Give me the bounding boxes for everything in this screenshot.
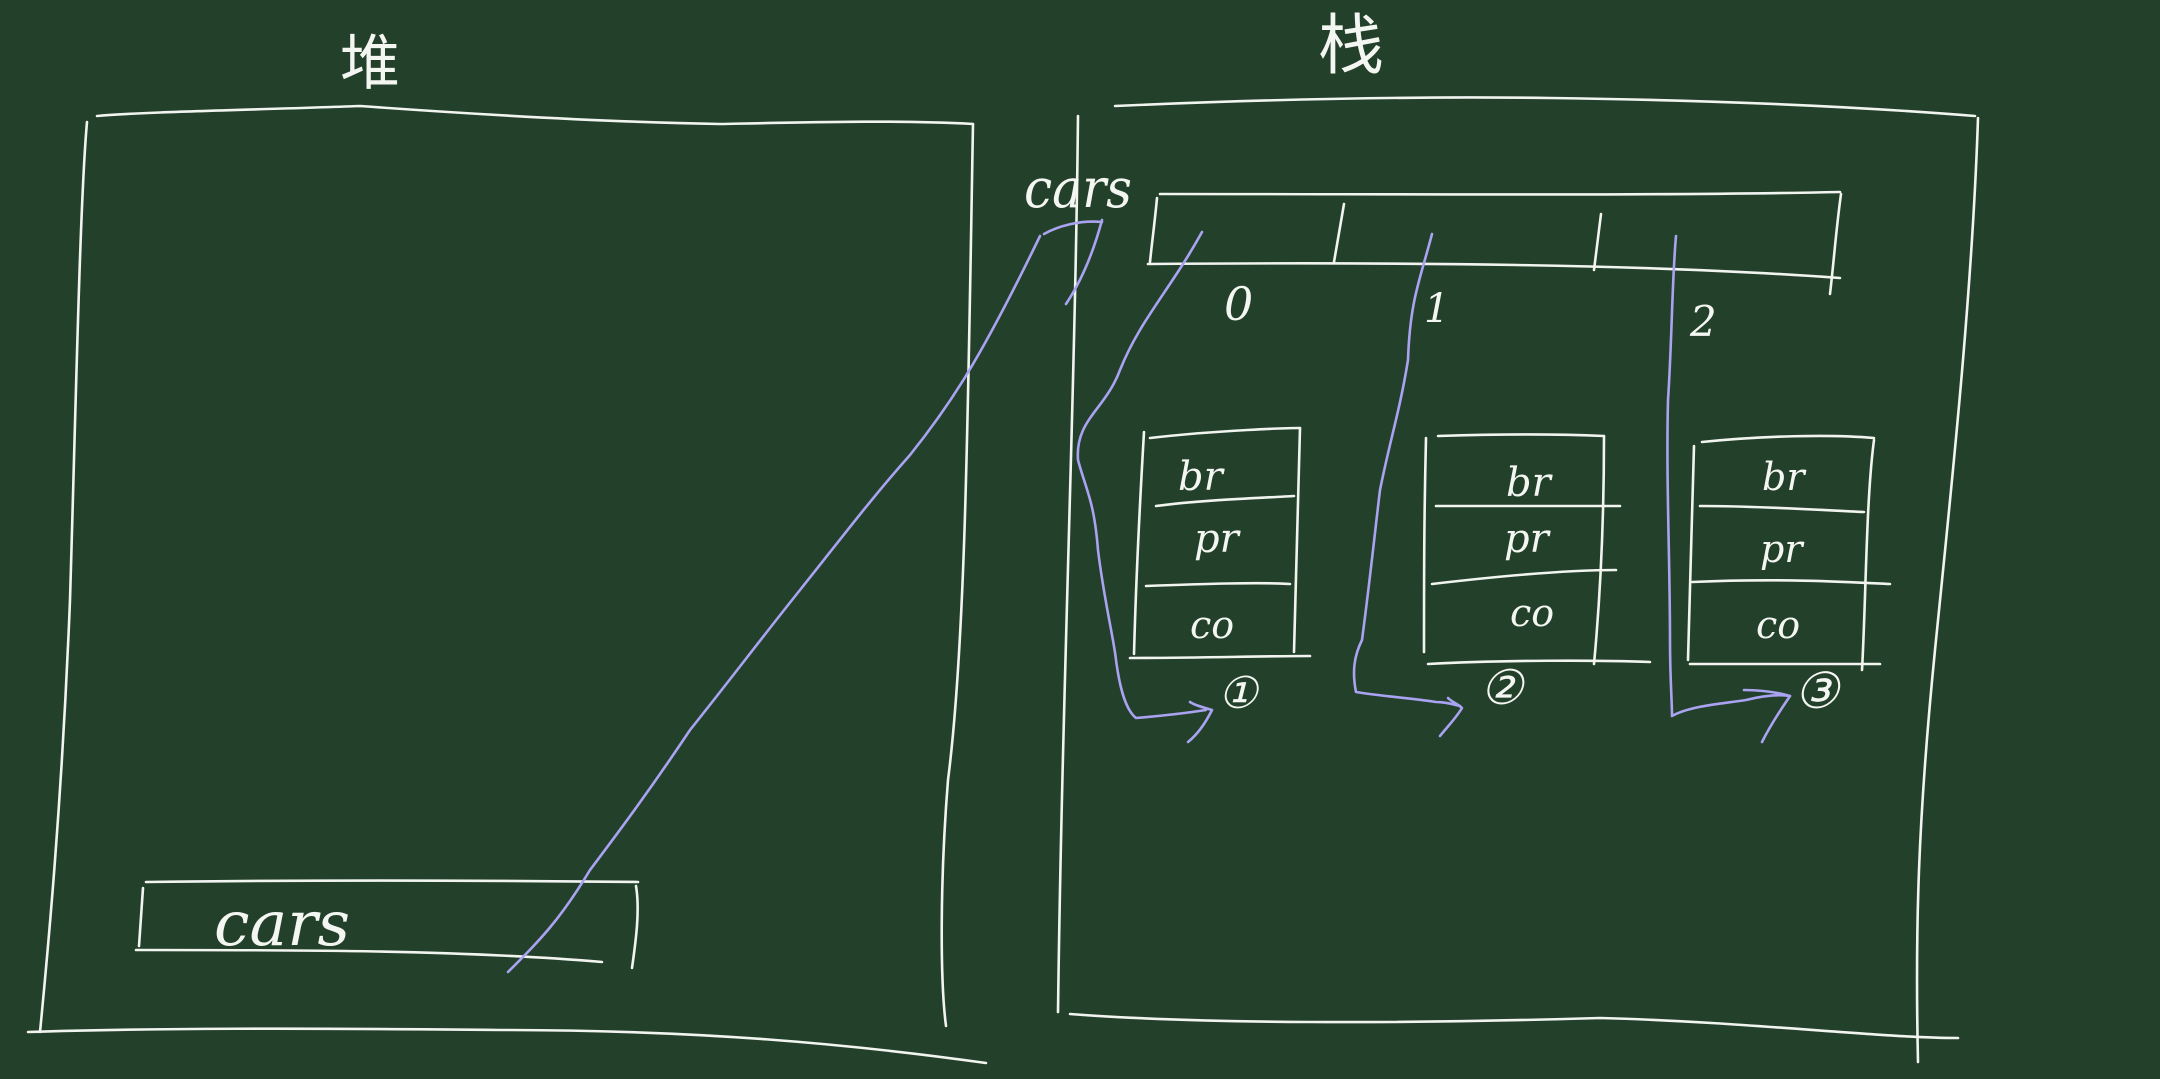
object-3-field-br: br [1762,455,1807,499]
object-1-marker: ① [1218,668,1260,719]
object-3-marker: ③ [1794,662,1841,720]
object-1-field-co: co [1190,603,1234,647]
array-index-2: 2 [1689,297,1717,346]
object-1-field-br: br [1178,454,1226,500]
heap-title: 堆 [340,29,400,99]
object-1-field-pr: pr [1194,516,1242,562]
object-box-3 [1686,434,1892,672]
array-index-1: 1 [1424,286,1449,332]
object-box-2 [1422,433,1652,666]
stack-title: 栈 [1318,7,1384,84]
object-2-field-pr: pr [1504,516,1552,562]
heap-to-array-pointer-arrow [506,218,1104,974]
index-0-pointer-arrow [1076,230,1214,744]
heap-cars-label: cars [214,887,350,960]
cars-array-box [1146,190,1843,296]
array-index-0: 0 [1224,277,1253,331]
object-box-1 [1128,426,1312,660]
object-3-field-pr: pr [1760,527,1805,571]
object-2-field-br: br [1506,460,1554,506]
object-3-field-co: co [1756,603,1800,647]
heap-panel [26,104,988,1065]
heap-cars-variable-box [134,879,640,970]
index-1-pointer-arrow [1352,232,1464,738]
index-2-pointer-arrow [1666,234,1792,744]
stack-array-label: cars [1024,157,1132,220]
object-2-field-co: co [1510,591,1554,635]
object-2-marker: ② [1480,660,1526,716]
stack-panel [1056,96,1980,1064]
